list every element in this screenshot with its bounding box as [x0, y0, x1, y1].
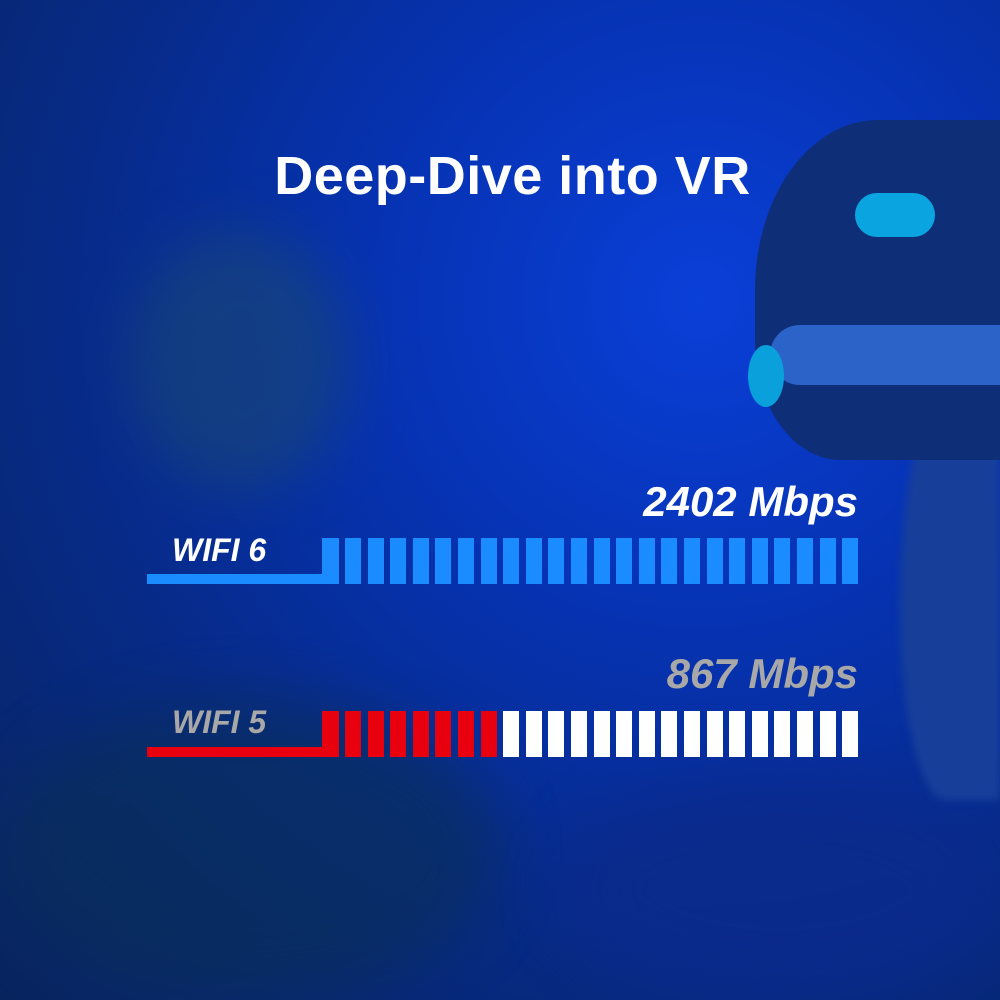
page-title: Deep-Dive into VR	[274, 146, 751, 206]
wifi5-segment	[661, 711, 678, 757]
wifi5-segment	[593, 711, 610, 757]
wifi5-segment	[616, 711, 633, 757]
wifi6-segment	[751, 538, 768, 584]
wifi6-segment	[548, 538, 565, 584]
wifi6-segment	[706, 538, 723, 584]
wifi5-segment	[684, 711, 700, 757]
wifi6-segment	[367, 538, 384, 584]
wifi6-segment	[458, 538, 474, 584]
wifi5-segment	[842, 711, 859, 757]
wifi6-segment	[571, 538, 587, 584]
wifi5-segment	[797, 711, 813, 757]
wifi6-segment	[774, 538, 791, 584]
wifi6-segment	[525, 538, 542, 584]
wifi6-segment	[412, 538, 429, 584]
wifi6-segment	[638, 538, 655, 584]
wifi6-segment	[616, 538, 633, 584]
wifi5-segment	[751, 711, 768, 757]
wifi5-baseline	[147, 747, 339, 757]
wifi5-segment	[503, 711, 520, 757]
wifi5-label: WIFI 5	[172, 704, 267, 740]
wifi6-segment	[435, 538, 452, 584]
wifi5-segment	[729, 711, 746, 757]
wifi5-segment	[638, 711, 655, 757]
wifi5-segment	[819, 711, 836, 757]
wifi5-segment	[548, 711, 565, 757]
wifi6-baseline	[147, 574, 339, 584]
wifi5-segment	[525, 711, 542, 757]
wifi5-segment	[706, 711, 723, 757]
vr-headset-band	[770, 325, 1000, 385]
wifi5-segment	[345, 711, 361, 757]
wifi5-speed-label: 867 Mbps	[666, 650, 858, 697]
headset-light-side	[748, 345, 784, 407]
wifi6-segment	[819, 538, 836, 584]
wifi6-segment	[390, 538, 407, 584]
wifi6-segment	[729, 538, 746, 584]
headset-light-top	[855, 193, 935, 237]
wifi5-segment	[435, 711, 452, 757]
wifi5-segment	[480, 711, 497, 757]
blurred-figure	[130, 230, 350, 490]
wifi6-baseline-riser	[322, 538, 339, 584]
wifi5-segment	[774, 711, 791, 757]
wifi6-speed-label: 2402 Mbps	[643, 478, 858, 525]
vr-headset	[755, 120, 1000, 460]
wifi6-segment	[661, 538, 678, 584]
wifi6-label: WIFI 6	[172, 532, 267, 568]
wifi5-segment	[458, 711, 474, 757]
wifi6-segment	[480, 538, 497, 584]
wifi5-segment	[390, 711, 407, 757]
wifi5-segment	[367, 711, 384, 757]
wifi6-segment	[797, 538, 813, 584]
wifi6-segment	[593, 538, 610, 584]
wifi5-segment	[412, 711, 429, 757]
wifi6-segment	[503, 538, 520, 584]
wifi6-segment	[684, 538, 700, 584]
wifi6-segment	[842, 538, 859, 584]
wifi5-segment	[571, 711, 587, 757]
wifi5-baseline-riser	[322, 711, 339, 757]
person-shoulder	[560, 780, 1000, 1000]
wifi6-segment	[345, 538, 361, 584]
